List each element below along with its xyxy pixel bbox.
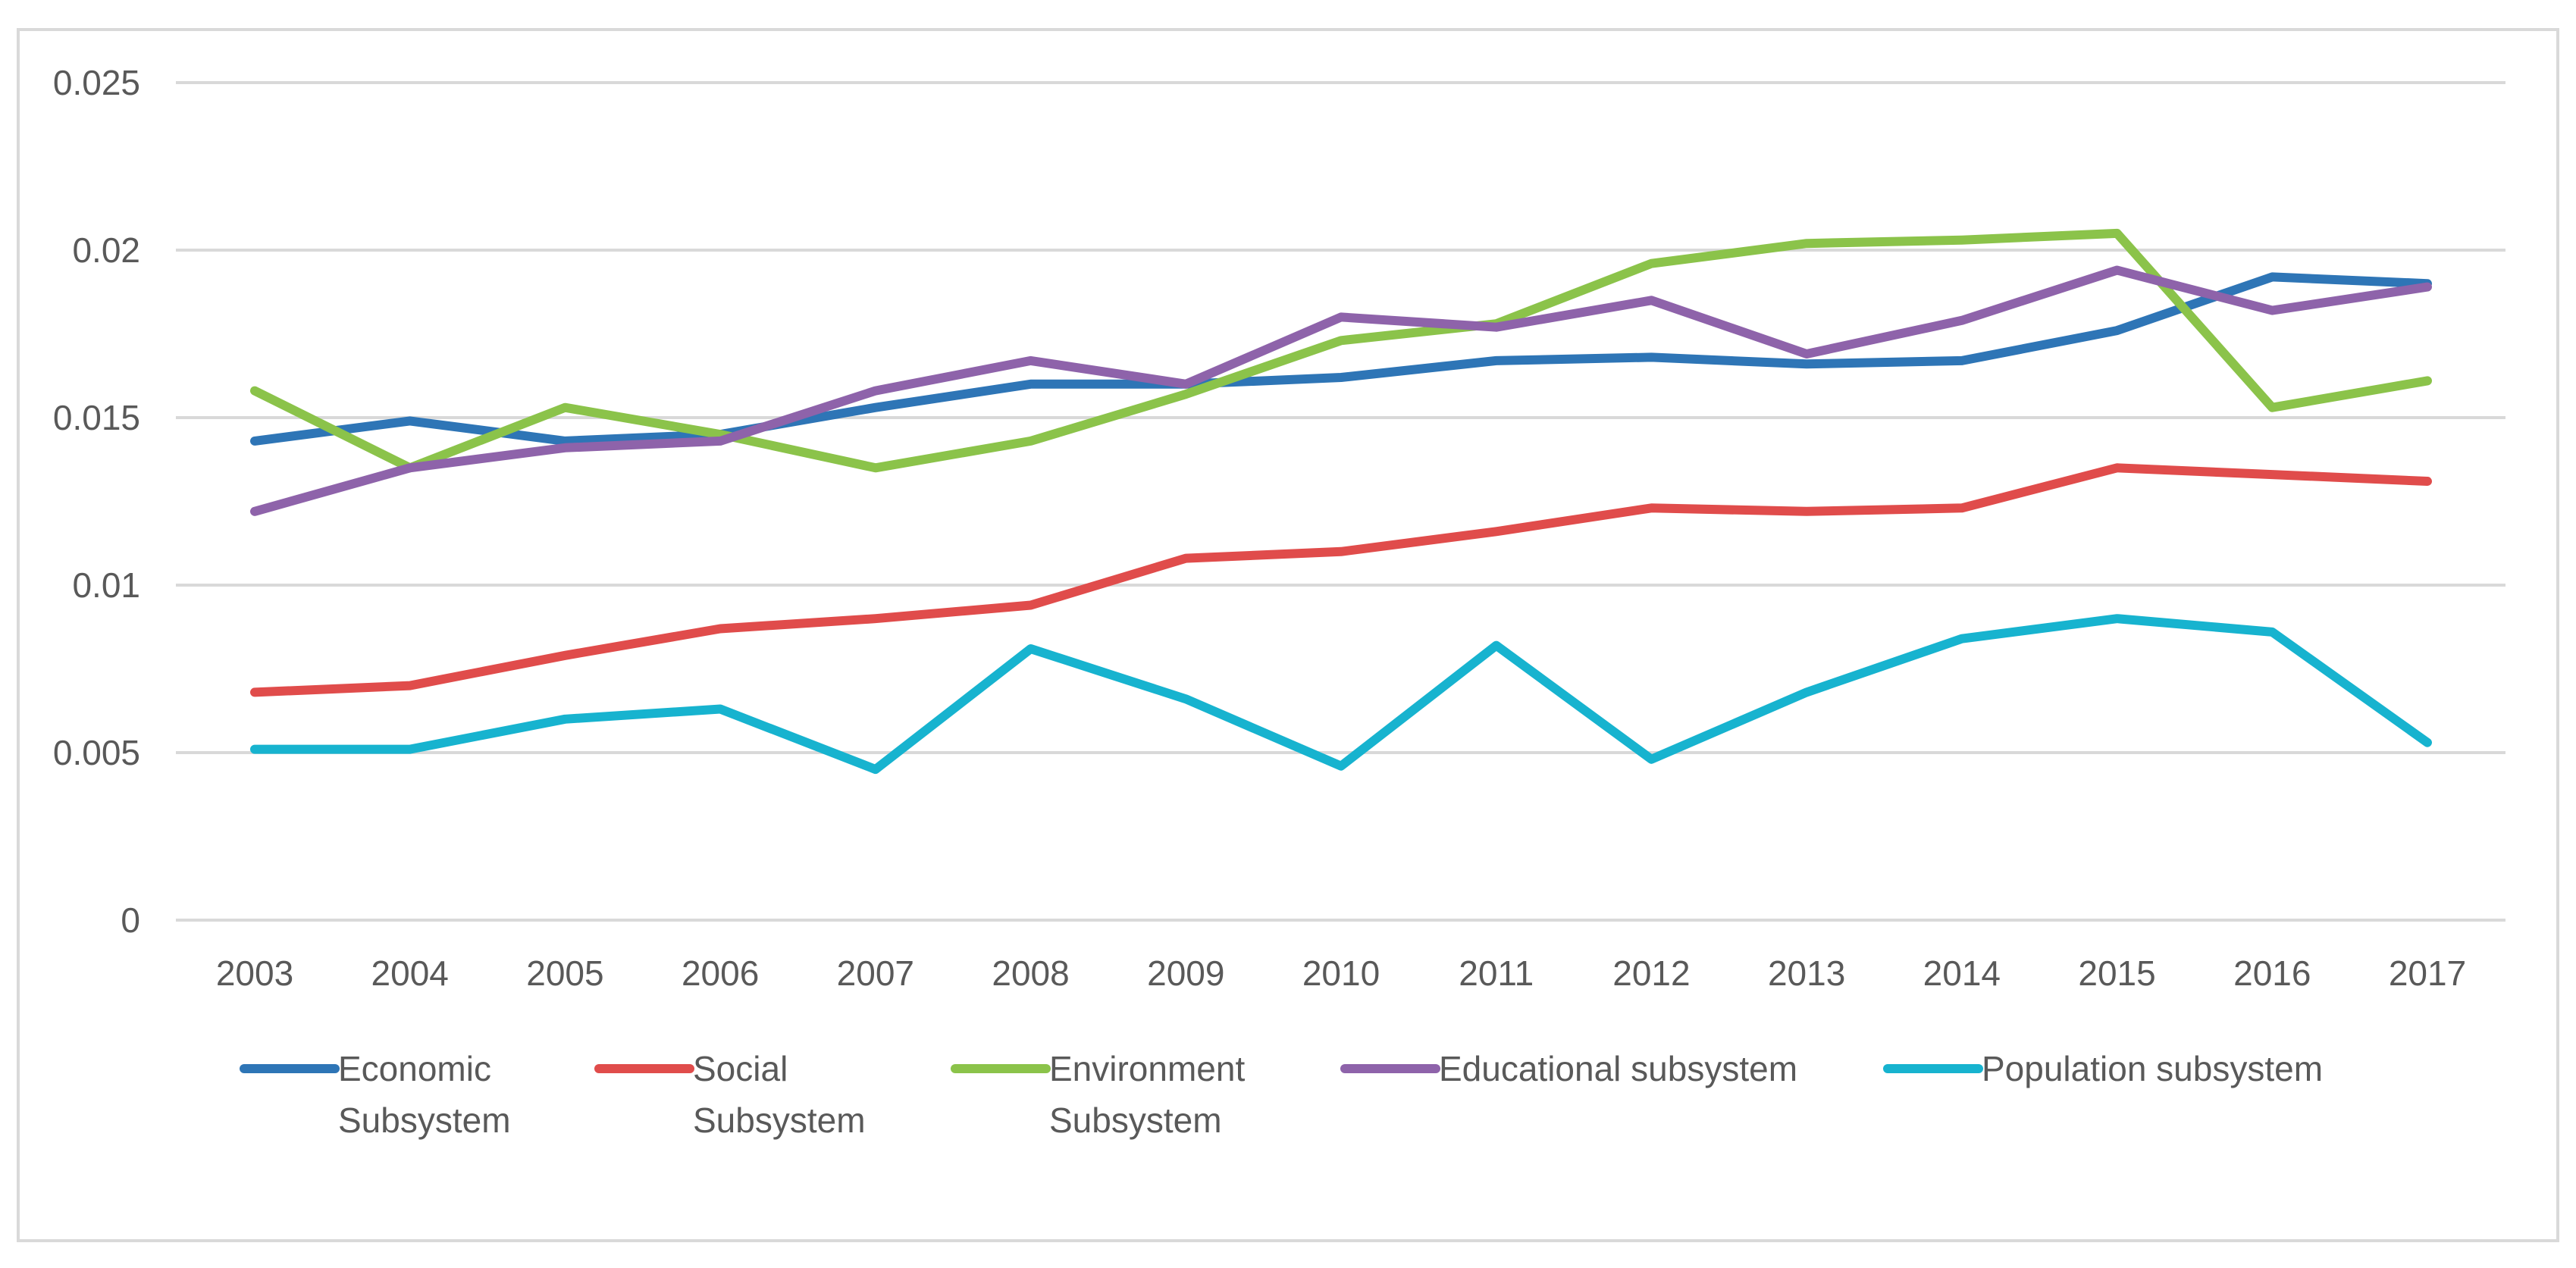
series-lines: [250, 228, 2432, 775]
x-tick-label: 2013: [1768, 953, 1845, 993]
legend-label-0: Subsystem: [338, 1100, 511, 1140]
x-axis-tick-labels: 2003 2004 2005 2006 2007 2008 2009 2010 2011 2012…: [216, 953, 2466, 993]
y-tick-label: 0: [121, 900, 140, 940]
x-tick-label: 2003: [216, 953, 293, 993]
x-tick-label: 2012: [1612, 953, 1690, 993]
series-line-2: [250, 228, 2432, 473]
legend-label-0: Economic: [338, 1049, 491, 1088]
legend-label-3: Educational subsystem: [1439, 1049, 1797, 1088]
x-tick-label: 2017: [2389, 953, 2466, 993]
x-tick-label: 2004: [371, 953, 449, 993]
legend-label-2: Environment: [1049, 1049, 1245, 1088]
y-tick-label: 0.005: [53, 733, 140, 772]
y-axis-tick-labels: 0 0.005 0.01 0.015 0.02 0.025: [53, 63, 140, 940]
legend-label-4: Population subsystem: [1982, 1049, 2323, 1088]
x-tick-label: 2014: [1923, 953, 2001, 993]
series-line-1: [250, 463, 2432, 697]
x-tick-label: 2009: [1147, 953, 1224, 993]
gridlines: [176, 81, 2505, 922]
y-tick-label: 0.025: [53, 63, 140, 102]
x-tick-label: 2016: [2233, 953, 2311, 993]
series-line-3: [250, 265, 2432, 516]
series-line-0: [250, 272, 2432, 446]
x-tick-label: 2011: [1459, 953, 1534, 993]
legend-label-1: Subsystem: [693, 1100, 866, 1140]
x-tick-label: 2006: [682, 953, 759, 993]
legend: Economic Subsystem Social Subsystem Environm…: [240, 1049, 2323, 1140]
x-tick-label: 2005: [526, 953, 603, 993]
chart-frame: [17, 28, 2559, 1242]
x-tick-label: 2010: [1302, 953, 1380, 993]
legend-label-2: Subsystem: [1049, 1100, 1222, 1140]
legend-label-1: Social: [693, 1049, 788, 1088]
y-tick-label: 0.01: [72, 565, 140, 605]
x-tick-label: 2015: [2078, 953, 2155, 993]
x-tick-label: 2008: [992, 953, 1069, 993]
series-line-4: [250, 614, 2432, 775]
x-tick-label: 2007: [837, 953, 914, 993]
y-tick-label: 0.02: [72, 230, 140, 270]
y-tick-label: 0.015: [53, 398, 140, 437]
